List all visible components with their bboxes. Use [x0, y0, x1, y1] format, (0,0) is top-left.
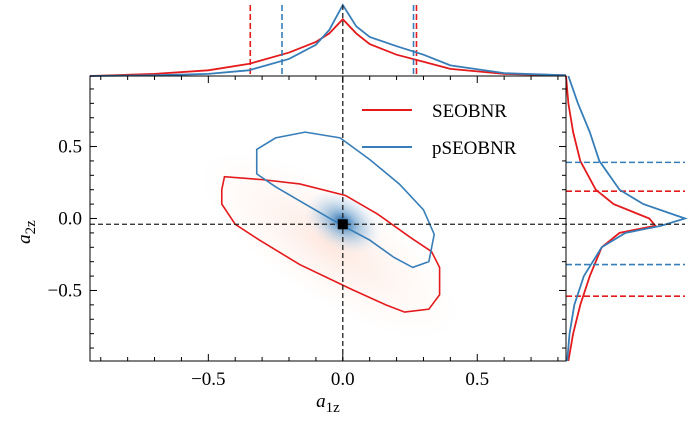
x-tick-label: 0.0 [331, 369, 355, 390]
contour [255, 131, 436, 269]
legend-label: SEOBNR [432, 101, 507, 122]
plot-layer: −0.5 0.0 0.5 −0.5 0.0 0.5 SEOBNR pSEOBNR [48, 3, 688, 390]
marginal-x-curve [89, 3, 567, 77]
y-label-sub: 2z [23, 220, 39, 235]
y-tick-label: 0.5 [58, 137, 82, 158]
y-axis-label: a2z [14, 220, 39, 244]
x-axis-label: a1z [316, 391, 340, 416]
marginal-y-curve [565, 75, 657, 362]
x-label-main: a [316, 391, 326, 412]
injection-marker [337, 219, 348, 230]
legend-label: pSEOBNR [432, 138, 517, 159]
x-tick-label: 0.5 [465, 369, 489, 390]
contour [220, 175, 441, 313]
y-tick-label: 0.0 [58, 209, 82, 230]
marginal-x-curve [89, 17, 567, 77]
marginal-y-curve [566, 75, 688, 362]
x-tick-label: −0.5 [191, 369, 225, 390]
x-label-sub: 1z [326, 400, 341, 416]
y-label-main: a [14, 234, 35, 244]
y-tick-label: −0.5 [48, 280, 82, 301]
